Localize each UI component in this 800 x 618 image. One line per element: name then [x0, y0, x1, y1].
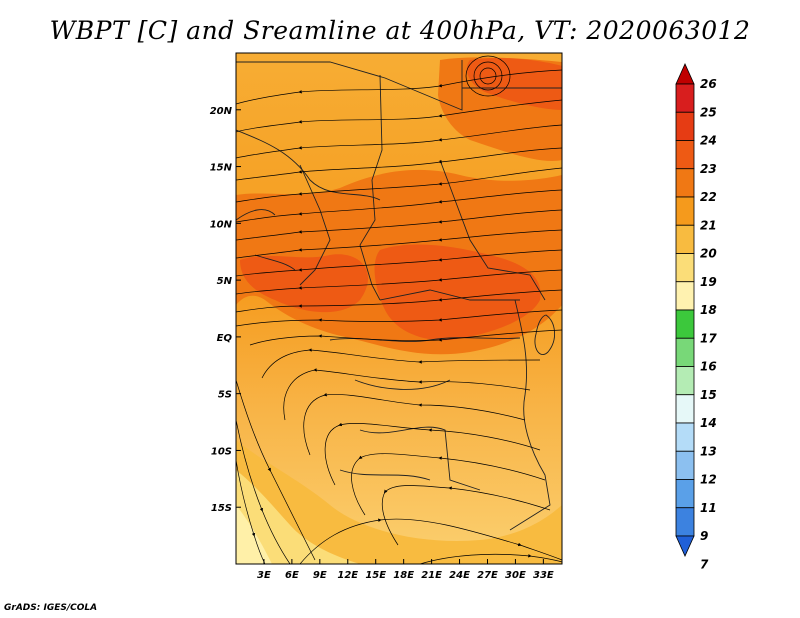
- colorbar-label: 22: [700, 190, 717, 204]
- colorbar-label: 23: [700, 162, 717, 176]
- lat-tick-label: 5N: [217, 276, 233, 287]
- lon-tick-label: 30E: [505, 570, 526, 581]
- wbpt-contour-23-northeast: [466, 57, 562, 110]
- lat-tick-label: 15N: [210, 163, 233, 174]
- colorbar-label: 17: [700, 331, 717, 345]
- colorbar-label: 16: [700, 360, 717, 374]
- colorbar-label: 26: [700, 77, 717, 91]
- colorbar-swatch: [675, 394, 695, 424]
- map-title: WBPT [C] and Sreamline at 400hPa, VT: 20…: [49, 16, 751, 45]
- colorbar-swatch: [675, 366, 695, 396]
- colorbar-label: 12: [700, 473, 717, 487]
- colorbar-swatch: [675, 535, 695, 557]
- lon-tick-label: 24E: [449, 570, 470, 581]
- lat-tick-label: EQ: [217, 333, 233, 344]
- colorbar-swatch: [675, 224, 695, 254]
- lat-tick-label: 15S: [211, 503, 232, 514]
- colorbar-label: 13: [700, 444, 717, 458]
- lon-tick-label: 6E: [285, 570, 299, 581]
- lat-tick-label: 20N: [210, 106, 233, 117]
- colorbar-swatch: [675, 168, 695, 198]
- colorbar-swatch: [675, 422, 695, 452]
- wbpt-contour-20-south: [236, 440, 562, 564]
- colorbar-swatch: [675, 63, 695, 85]
- colorbar-swatch: [675, 479, 695, 509]
- colorbar-swatch: [675, 196, 695, 226]
- colorbar-swatch: [675, 281, 695, 311]
- colorbar-swatch: [675, 450, 695, 480]
- colorbar-swatch: [675, 309, 695, 339]
- longitude-axis: 3E 6E 9E 12E 15E 18E 21E 24E 27E 30E 33E: [257, 559, 554, 581]
- lon-tick-label: 27E: [477, 570, 498, 581]
- map-frame: [235, 52, 563, 565]
- colorbar-label: 24: [700, 134, 717, 148]
- colorbar-label: 14: [700, 416, 717, 430]
- lat-tick-label: 5S: [218, 390, 232, 401]
- lat-tick-label: 10S: [211, 446, 232, 457]
- country-borders: [236, 60, 562, 531]
- lon-tick-label: 21E: [421, 570, 442, 581]
- wbpt-contour-19: [236, 470, 360, 564]
- colorbar-label: 20: [700, 247, 717, 261]
- colorbar-label: 11: [700, 501, 717, 515]
- grads-credit: GrADS: IGES/COLA: [4, 603, 98, 613]
- colorbar-label: 9: [700, 529, 708, 543]
- lon-tick-label: 15E: [365, 570, 386, 581]
- colorbar-label: 15: [700, 388, 717, 402]
- lat-tick-label: 10N: [210, 219, 233, 230]
- colorbar-swatch: [675, 140, 695, 170]
- lon-tick-label: 18E: [393, 570, 414, 581]
- lon-tick-label: 9E: [313, 570, 327, 581]
- streamlines: [236, 55, 562, 564]
- colorbar-label: 7: [700, 557, 709, 571]
- colorbar-label: 18: [700, 303, 717, 317]
- lon-tick-label: 12E: [337, 570, 358, 581]
- colorbar-label: 21: [700, 218, 717, 232]
- colorbar-swatch: [675, 337, 695, 367]
- lon-tick-label: 33E: [533, 570, 554, 581]
- colorbar-swatch: [675, 111, 695, 141]
- colorbar-swatch: [675, 253, 695, 283]
- colorbar-label: 19: [700, 275, 717, 289]
- lon-tick-label: 3E: [257, 570, 271, 581]
- colorbar-label: 25: [700, 105, 717, 119]
- latitude-axis: 20N 15N 10N 5N EQ 5S 10S 15S: [210, 106, 241, 514]
- colorbar-swatch: [675, 507, 695, 537]
- colorbar-swatch: [675, 83, 695, 113]
